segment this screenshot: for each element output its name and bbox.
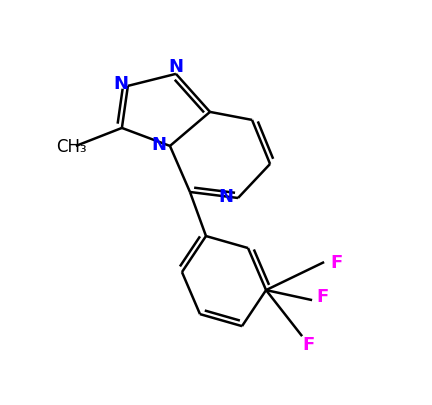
Text: N: N (219, 188, 234, 205)
Text: N: N (151, 136, 166, 153)
Text: N: N (113, 75, 128, 92)
Text: F: F (330, 254, 342, 271)
Text: F: F (302, 335, 314, 353)
Text: N: N (168, 58, 184, 76)
Text: F: F (316, 288, 328, 305)
Text: CH₃: CH₃ (56, 138, 86, 156)
